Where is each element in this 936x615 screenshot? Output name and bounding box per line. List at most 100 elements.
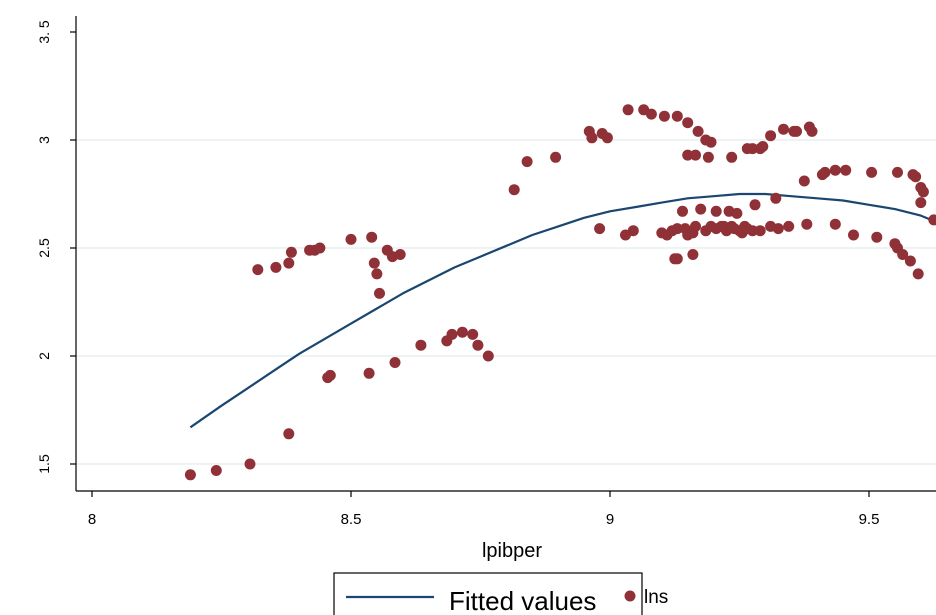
lns-point xyxy=(726,151,738,163)
lns-point xyxy=(669,253,681,265)
lns-point xyxy=(671,223,683,235)
lns-point xyxy=(840,164,852,176)
lns-point xyxy=(754,225,766,237)
lns-point xyxy=(866,166,878,178)
lns-point xyxy=(345,233,357,245)
lns-point xyxy=(374,287,385,299)
y-tick-label: 1.5 xyxy=(36,454,52,474)
lns-point xyxy=(394,249,406,260)
lns-point xyxy=(252,264,264,276)
lns-point xyxy=(283,257,295,269)
lns-point xyxy=(184,469,196,481)
lns-point xyxy=(892,166,903,178)
lns-point xyxy=(270,261,282,273)
x-tick-label: 8 xyxy=(88,511,96,528)
fitted-values-series xyxy=(189,192,932,429)
lns-point xyxy=(747,143,758,155)
axes xyxy=(75,16,936,492)
lns-point xyxy=(682,149,694,161)
x-tick-label: 9 xyxy=(606,511,614,528)
legend-label-fitted-values: Fitted values xyxy=(449,586,596,615)
lns-point xyxy=(645,108,657,120)
lns-point xyxy=(627,225,639,237)
lns-point xyxy=(871,231,883,243)
lns-point xyxy=(692,125,704,137)
lns-point xyxy=(363,367,375,379)
y-tick-label: 2 xyxy=(36,352,52,360)
lns-point xyxy=(848,229,859,241)
lns-point xyxy=(671,110,683,122)
lns-point xyxy=(765,130,777,142)
lns-point xyxy=(917,186,929,198)
y-ticks: 1.5 2 2.5 3 3. 5 xyxy=(36,20,76,474)
lns-point xyxy=(783,220,795,232)
lns-point xyxy=(601,132,613,144)
lns-point xyxy=(285,246,297,258)
lns-point xyxy=(368,257,380,269)
lns-point xyxy=(829,218,841,230)
lns-point xyxy=(314,242,326,254)
lns-point xyxy=(550,151,562,163)
lns-point xyxy=(586,132,598,144)
x-ticks: 8 8.5 9 9.5 xyxy=(88,491,880,528)
fitted-values-line xyxy=(189,192,932,429)
x-axis-title: lpibper xyxy=(482,540,542,562)
lns-point xyxy=(770,192,782,204)
lns-point xyxy=(690,149,701,161)
lns-point xyxy=(904,255,916,267)
lns-point xyxy=(210,465,222,476)
lns-point xyxy=(910,171,922,183)
lns-point xyxy=(687,249,699,260)
x-tick-label: 9.5 xyxy=(859,511,880,528)
lns-point xyxy=(806,125,818,137)
legend-swatch-lns xyxy=(624,590,636,602)
lns-point xyxy=(658,110,670,122)
lns-point xyxy=(710,205,722,217)
lns-point xyxy=(778,123,789,135)
lns-point xyxy=(283,428,295,440)
lns-point xyxy=(415,339,427,351)
lns-point xyxy=(521,156,533,168)
lns-point xyxy=(705,136,717,148)
lns-point xyxy=(749,199,761,211)
lns-point xyxy=(508,184,520,196)
lns-point xyxy=(682,117,694,129)
y-tick-label: 2.5 xyxy=(36,238,52,258)
legend-label-lns: lns xyxy=(644,587,668,608)
lns-point xyxy=(244,458,256,470)
lns-point xyxy=(798,175,810,187)
lns-point xyxy=(915,197,927,209)
lns-point xyxy=(371,268,383,280)
lns-point xyxy=(829,164,841,176)
lns-point xyxy=(389,357,401,368)
lns-point xyxy=(594,223,606,235)
lns-point xyxy=(731,207,743,219)
lns-point xyxy=(702,151,714,163)
lns-point xyxy=(472,339,484,351)
y-tick-label: 3. 5 xyxy=(36,20,52,44)
lns-point xyxy=(690,220,701,232)
lns-point xyxy=(695,203,707,215)
lns-point xyxy=(801,218,813,230)
y-tick-label: 3 xyxy=(36,136,52,144)
lns-point xyxy=(324,369,336,381)
lns-point xyxy=(897,249,909,260)
lns-series xyxy=(184,104,936,481)
lns-point xyxy=(446,328,458,340)
lns-point xyxy=(747,225,758,237)
legend-box xyxy=(333,572,643,615)
lns-point xyxy=(482,350,494,362)
x-tick-label: 8.5 xyxy=(341,511,362,528)
lns-point xyxy=(622,104,634,116)
lns-point xyxy=(819,166,831,178)
lns-point xyxy=(928,214,936,226)
lns-point xyxy=(757,141,769,152)
legend: Fitted values lns xyxy=(333,572,668,615)
lns-point xyxy=(912,268,924,280)
lns-point xyxy=(772,223,784,235)
lns-point xyxy=(791,125,802,137)
lns-point xyxy=(467,328,479,340)
lns-point xyxy=(366,231,378,243)
